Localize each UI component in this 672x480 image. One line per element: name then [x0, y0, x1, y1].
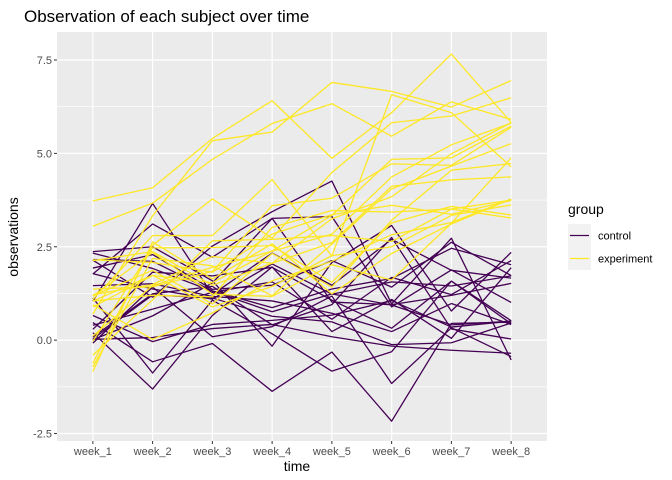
- plot-panel: [57, 32, 547, 441]
- series-line-experiment: [92, 53, 512, 202]
- y-tick-label: 5.0: [37, 148, 52, 160]
- series-lines: [92, 53, 512, 422]
- x-tick-label: week_5: [312, 446, 351, 458]
- series-line-experiment: [92, 122, 512, 337]
- series-line-control: [92, 247, 512, 309]
- series-line-control: [92, 283, 512, 333]
- chart-title: Observation of each subject over time: [24, 7, 309, 26]
- series-line-control: [92, 252, 512, 326]
- series-line-experiment: [92, 199, 512, 273]
- series-line-experiment: [92, 94, 512, 300]
- y-tick-label: 0.0: [37, 335, 52, 347]
- major-gridlines: [57, 32, 547, 441]
- series-line-experiment: [92, 126, 512, 290]
- x-tick-label: week_1: [73, 446, 112, 458]
- legend: group control experiment: [568, 201, 652, 270]
- series-line-control: [92, 321, 512, 422]
- series-line-control: [92, 241, 512, 291]
- series-line-control: [92, 217, 512, 341]
- legend-title: group: [568, 201, 604, 217]
- series-line-experiment: [92, 208, 512, 356]
- x-tick-label: week_2: [133, 446, 172, 458]
- y-axis: -2.5 0.0 2.5 5.0 7.5: [33, 55, 57, 441]
- x-tick-label: week_8: [491, 446, 530, 458]
- series-line-control: [92, 260, 512, 326]
- series-line-control: [92, 266, 512, 390]
- series-line-experiment: [92, 199, 512, 302]
- legend-label-experiment: experiment: [598, 254, 652, 266]
- series-line-control: [92, 280, 512, 374]
- y-tick-label: 2.5: [37, 242, 52, 254]
- series-line-experiment: [92, 122, 512, 286]
- legend-label-control: control: [598, 231, 631, 243]
- series-line-control: [92, 323, 512, 354]
- series-line-experiment: [92, 125, 512, 308]
- series-line-experiment: [92, 101, 512, 227]
- y-axis-label: observations: [5, 197, 21, 276]
- x-axis: week_1 week_2 week_3 week_4 week_5 week_6 week…: [73, 441, 530, 458]
- y-tick-label: 7.5: [37, 55, 52, 67]
- series-line-control: [92, 236, 512, 340]
- x-axis-label: time: [284, 458, 311, 474]
- series-line-experiment: [92, 79, 512, 315]
- x-tick-label: week_4: [252, 446, 291, 458]
- series-line-experiment: [92, 143, 512, 368]
- series-line-control: [92, 299, 512, 343]
- series-line-experiment: [92, 97, 512, 364]
- series-line-experiment: [92, 176, 512, 296]
- y-tick-label: -2.5: [33, 429, 52, 441]
- x-tick-label: week_3: [192, 446, 231, 458]
- x-tick-label: week_7: [431, 446, 470, 458]
- x-tick-label: week_6: [372, 446, 411, 458]
